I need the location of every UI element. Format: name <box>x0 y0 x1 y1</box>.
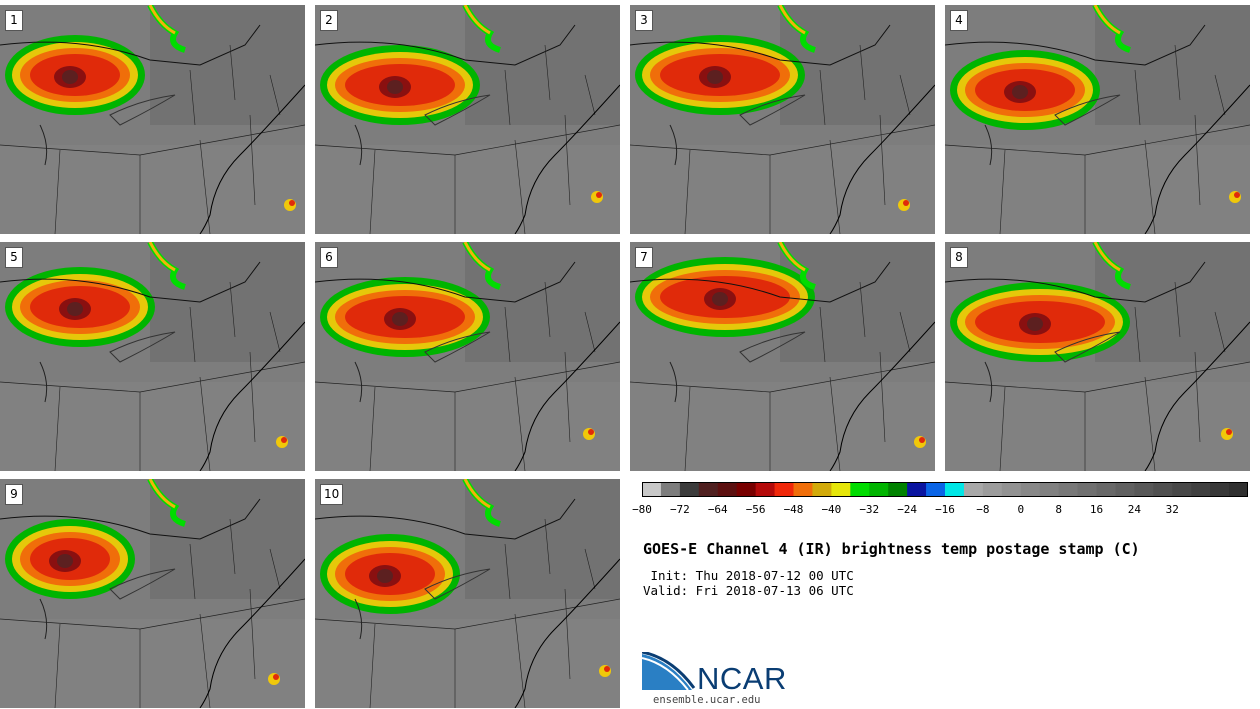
colorbar-tick-label: −16 <box>935 503 955 516</box>
colorbar-tick-label: −64 <box>707 503 728 516</box>
panel-label: 5 <box>5 247 23 268</box>
colorbar-tick-label: −24 <box>897 503 918 516</box>
colorbar-swatch <box>850 482 870 497</box>
ir-map <box>315 242 620 471</box>
colorbar-tick-label: 8 <box>1055 503 1062 516</box>
colorbar-tick-label: −80 <box>632 503 652 516</box>
map-panel-1: 1 <box>0 5 305 234</box>
map-panel-9: 9 <box>0 479 305 708</box>
colorbar-swatch <box>1229 482 1248 497</box>
map-panel-7: 7 <box>630 242 935 471</box>
panel-label: 6 <box>320 247 338 268</box>
colorbar-tick-label: −72 <box>669 503 690 516</box>
ir-map <box>0 242 305 471</box>
colorbar-swatch <box>963 482 984 497</box>
colorbar-swatch <box>869 482 889 497</box>
colorbar-swatch <box>1058 482 1079 497</box>
map-panel-8: 8 <box>945 242 1250 471</box>
colorbar-swatch <box>642 482 662 497</box>
colorbar-swatch <box>1210 482 1230 497</box>
panel-label: 1 <box>5 10 23 31</box>
map-panel-2: 2 <box>315 5 620 234</box>
colorbar-tick-label: 16 <box>1089 503 1104 516</box>
ir-map <box>0 479 305 708</box>
map-panel-3: 3 <box>630 5 935 234</box>
ncar-logo-text: NCAR <box>697 661 787 696</box>
colorbar-swatch <box>717 482 738 497</box>
map-panel-6: 6 <box>315 242 620 471</box>
panel-label: 9 <box>5 484 23 505</box>
ir-map <box>315 479 620 708</box>
map-panel-5: 5 <box>0 242 305 471</box>
colorbar-swatch <box>679 482 700 497</box>
map-panel-4: 4 <box>945 5 1250 234</box>
colorbar-swatch <box>1039 482 1060 497</box>
panel-label: 2 <box>320 10 338 31</box>
panel-label: 8 <box>950 247 968 268</box>
colorbar-swatch <box>1020 482 1041 497</box>
colorbar-swatch <box>1001 482 1022 497</box>
colorbar-tick-label: −8 <box>976 503 990 516</box>
ir-map <box>945 242 1250 471</box>
ir-map <box>945 5 1250 234</box>
ir-map <box>0 5 305 234</box>
ir-map <box>315 5 620 234</box>
colorbar-swatch <box>1172 482 1192 497</box>
colorbar-swatch <box>1115 482 1135 497</box>
logo-url: ensemble.ucar.edu <box>653 694 761 706</box>
panel-label: 3 <box>635 10 653 31</box>
colorbar-swatch <box>698 482 719 497</box>
colorbar-tick-label: 0 <box>1017 503 1025 516</box>
colorbar-tick-label: 32 <box>1165 503 1179 516</box>
colorbar-swatch <box>660 482 681 497</box>
panel-label: 4 <box>950 10 968 31</box>
colorbar-tick-label: 24 <box>1127 503 1141 516</box>
panel-label: 10 <box>320 484 344 505</box>
colorbar-swatch <box>736 482 757 497</box>
colorbar-tick-label: −40 <box>821 503 842 516</box>
colorbar-tick-label: −32 <box>859 503 880 516</box>
colorbar-swatch <box>945 482 965 497</box>
figure-title: GOES-E Channel 4 (IR) brightness temp po… <box>643 540 1140 558</box>
colorbar-swatch <box>812 482 832 497</box>
ncar-logo <box>642 652 696 691</box>
colorbar-swatch <box>793 482 813 497</box>
colorbar-swatch <box>982 482 1003 497</box>
map-panel-10: 10 <box>315 479 620 708</box>
ir-map <box>630 242 935 471</box>
valid-time: Valid: Fri 2018-07-13 06 UTC <box>643 583 854 598</box>
colorbar-outline <box>642 482 1248 497</box>
colorbar-swatch <box>774 482 794 497</box>
colorbar-swatch <box>907 482 927 497</box>
colorbar-swatch <box>1153 482 1173 497</box>
colorbar-swatch <box>926 482 946 497</box>
panel-label: 7 <box>635 247 653 268</box>
colorbar-swatch <box>1134 482 1154 497</box>
colorbar-swatch <box>888 482 908 497</box>
colorbar-swatch <box>755 482 776 497</box>
colorbar-swatch <box>1096 482 1116 497</box>
colorbar-swatch <box>1077 482 1097 497</box>
init-time: Init: Thu 2018-07-12 00 UTC <box>643 568 854 583</box>
colorbar-tick-label: −48 <box>783 503 804 516</box>
ir-map <box>630 5 935 234</box>
colorbar-swatch <box>831 482 851 497</box>
temperature-colorbar <box>642 482 1248 497</box>
colorbar-tick-label: −56 <box>745 503 766 516</box>
colorbar-swatch <box>1191 482 1211 497</box>
